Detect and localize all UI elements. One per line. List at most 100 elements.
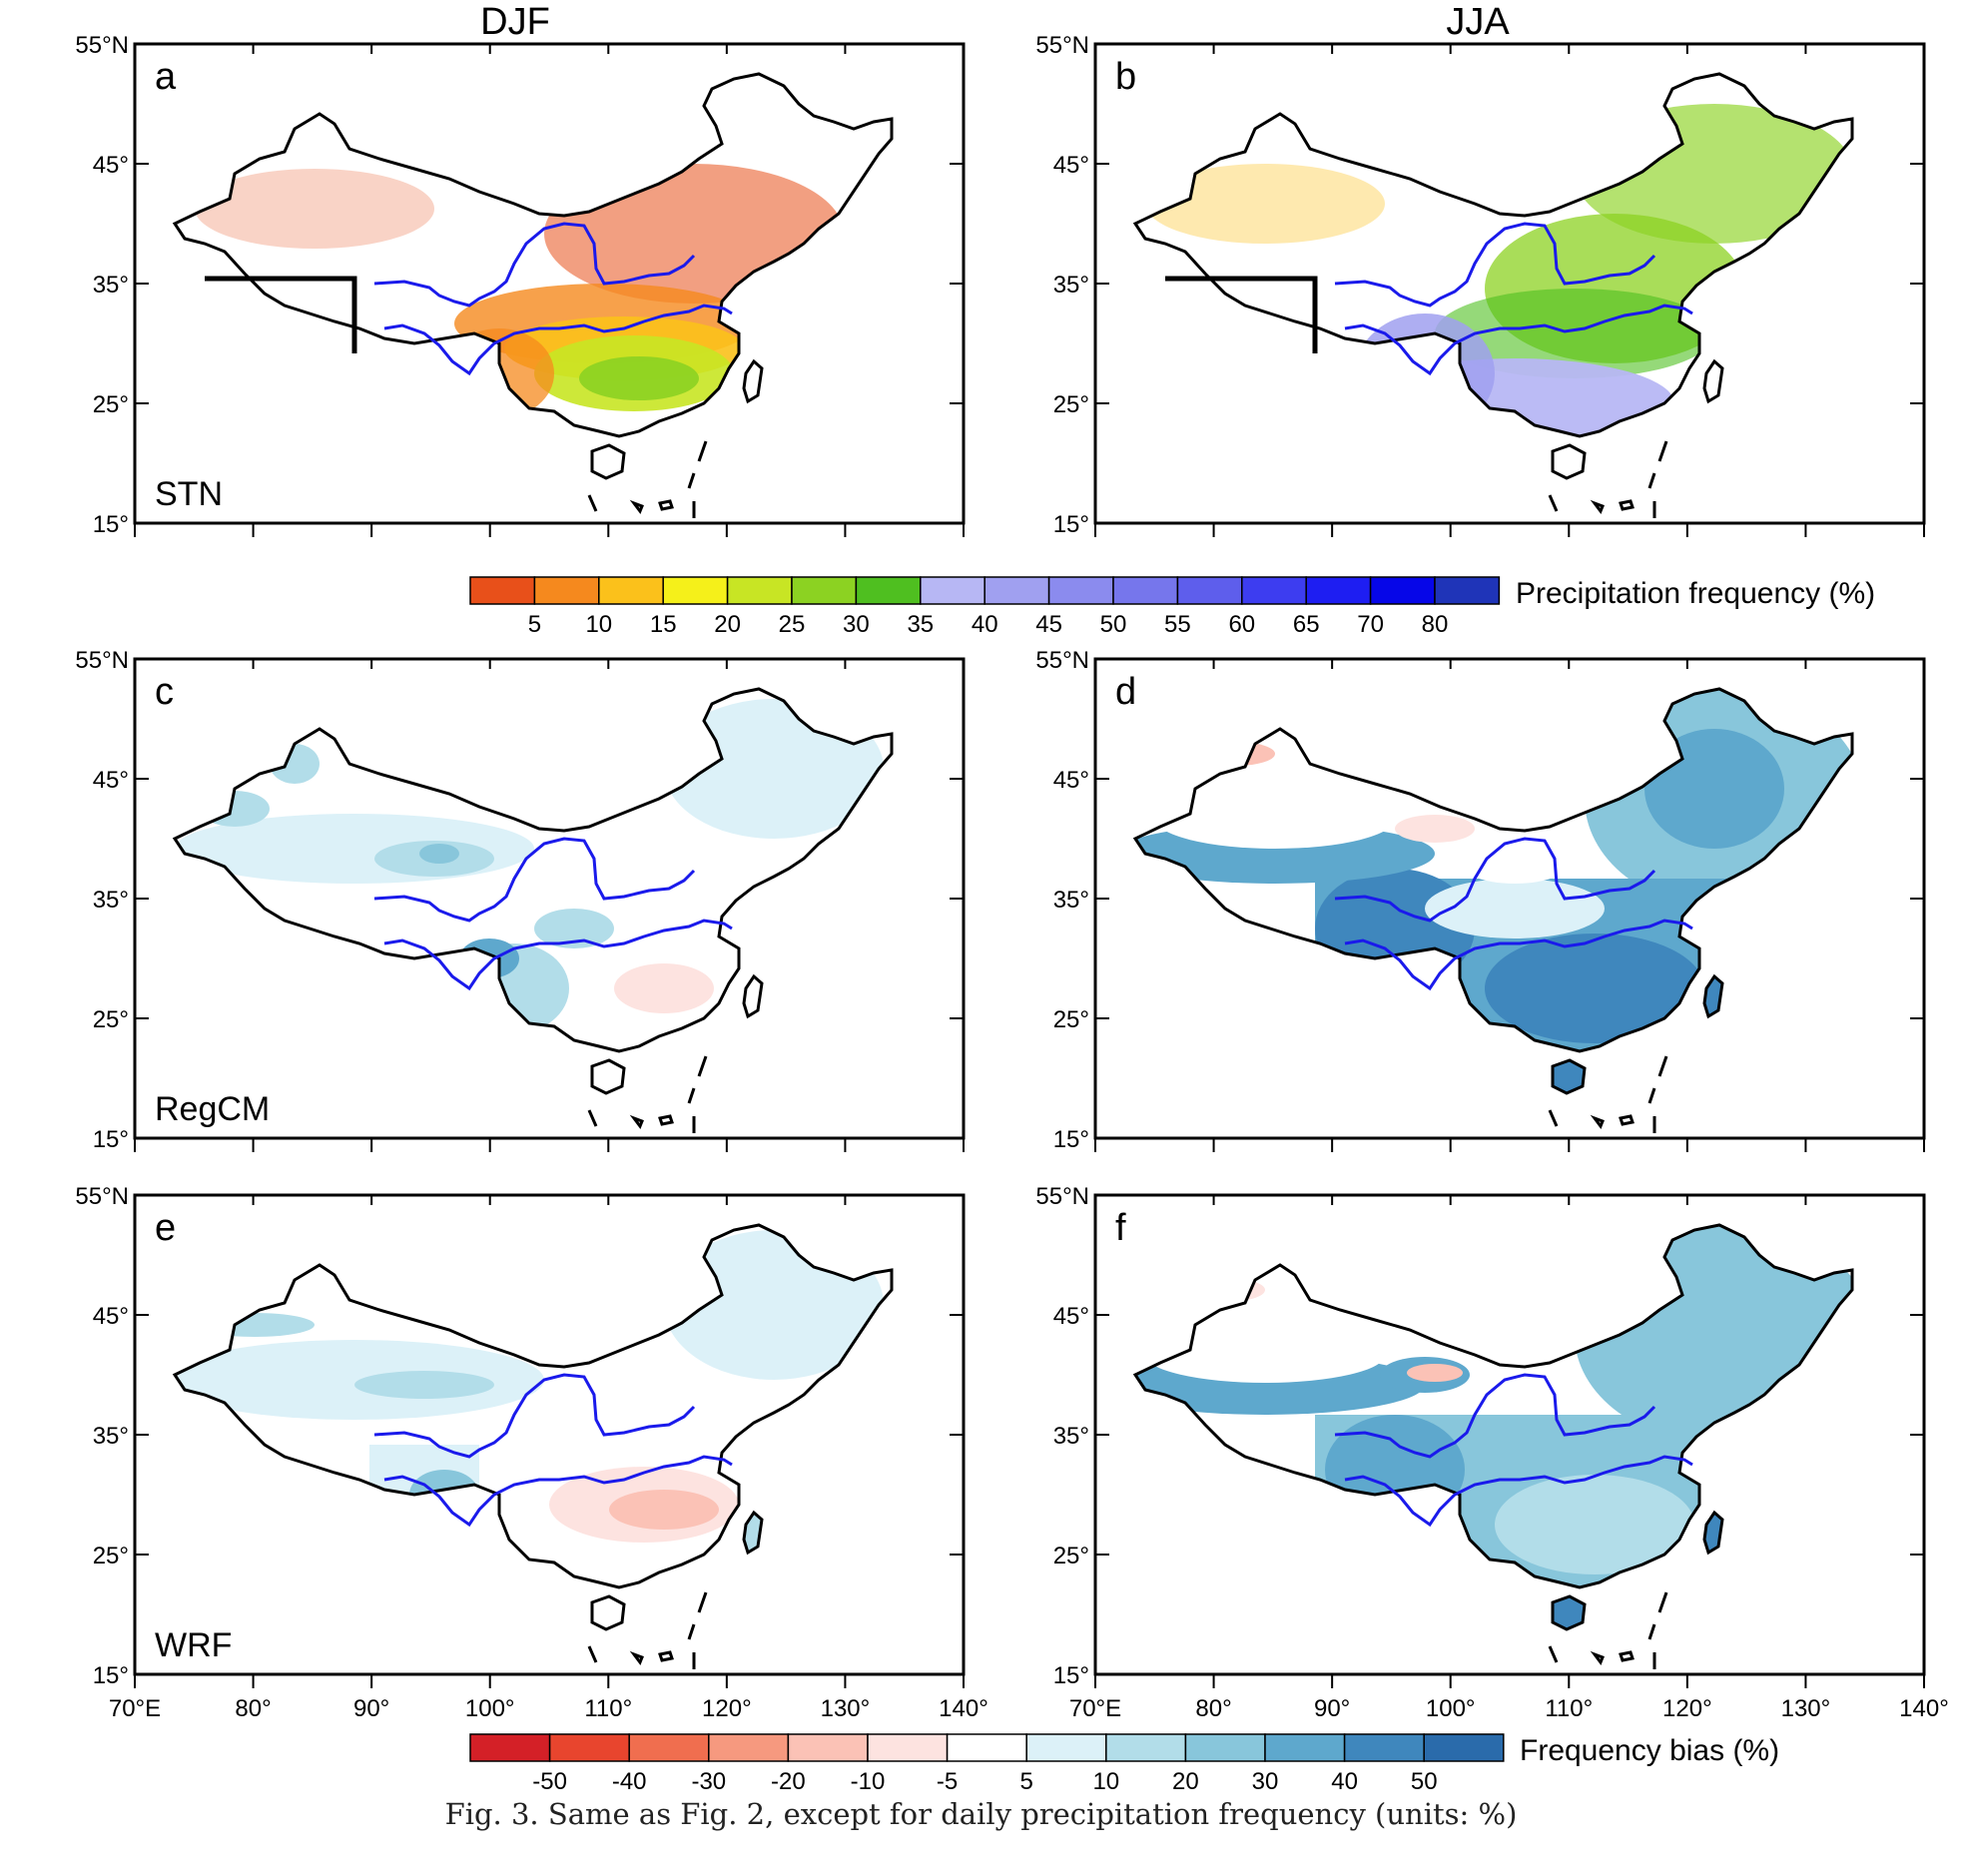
lat-tick-label: 25° — [93, 1543, 129, 1569]
lon-tick-label: 90° — [1314, 1695, 1350, 1722]
colorbar-frequency-box — [726, 576, 793, 605]
colorbar-frequency-label: 45 — [1035, 611, 1062, 638]
lat-tick-label: 55°N — [75, 32, 129, 59]
panel-letter-f: f — [1115, 1207, 1126, 1249]
lat-tick-label: 35° — [93, 1423, 129, 1450]
lon-tick-label: 100° — [1426, 1695, 1476, 1722]
colorbar-frequency-label: 55 — [1164, 611, 1191, 638]
colorbar-frequency-label: 60 — [1228, 611, 1255, 638]
colorbar-frequency-label: 65 — [1293, 611, 1320, 638]
lat-tick-label: 35° — [1053, 272, 1089, 299]
colorbar-bias-label: 30 — [1252, 1768, 1279, 1795]
lon-tick-label: 70°E — [109, 1695, 161, 1722]
colorbar-frequency-label: 35 — [907, 611, 934, 638]
colorbar-bias-box — [1105, 1733, 1187, 1762]
colorbar-frequency-box — [791, 576, 858, 605]
colorbar-bias-box — [1184, 1733, 1266, 1762]
colorbar-frequency-label: 10 — [585, 611, 612, 638]
colorbar-frequency-label: 50 — [1100, 611, 1127, 638]
colorbar-bias-label: -50 — [532, 1768, 567, 1795]
colorbar-frequency-label: 20 — [714, 611, 741, 638]
lat-tick-label: 55°N — [75, 647, 129, 674]
lon-tick-label: 120° — [1662, 1695, 1712, 1722]
colorbar-frequency-box — [469, 576, 536, 605]
lat-tick-label: 25° — [1053, 1006, 1089, 1033]
colorbar-frequency-label: 40 — [972, 611, 998, 638]
colorbar-frequency-box — [1176, 576, 1243, 605]
lat-tick-label: 15° — [1053, 511, 1089, 538]
lat-tick-label: 45° — [1053, 1303, 1089, 1330]
model-label-wrf: WRF — [155, 1626, 232, 1664]
lat-tick-label: 55°N — [75, 1183, 129, 1210]
colorbar-frequency-labels: 5 10 15 20 25 30 35 40 45 50 55 60 65 70 80 — [528, 611, 1449, 638]
lon-tick-label: 120° — [702, 1695, 752, 1722]
model-label-stn: STN — [155, 475, 223, 513]
lat-tick-label: 15° — [93, 1126, 129, 1153]
colorbar-frequency-box — [1241, 576, 1307, 605]
colorbar-frequency-box — [983, 576, 1050, 605]
lon-tick-label: 100° — [465, 1695, 515, 1722]
colorbar-bias-box — [867, 1733, 949, 1762]
colorbar-bias-box — [628, 1733, 710, 1762]
colorbar-frequency: 5 10 15 20 25 30 35 40 45 50 55 60 65 70 80 Precipitat… — [469, 576, 1875, 638]
map-panel-a: a STN — [133, 42, 966, 525]
lat-tick-label: 55°N — [1035, 32, 1089, 59]
colorbar-frequency-label: 70 — [1357, 611, 1384, 638]
colorbar-frequency-box — [1305, 576, 1372, 605]
lat-tick-label: 25° — [1053, 391, 1089, 418]
lat-tick-label: 35° — [1053, 887, 1089, 914]
panel-letter-c: c — [155, 671, 174, 713]
lat-tick-label: 15° — [1053, 1662, 1089, 1689]
lon-tick-label: 130° — [1781, 1695, 1831, 1722]
colorbar-frequency-box — [598, 576, 664, 605]
lat-tick-label: 35° — [93, 272, 129, 299]
colorbar-frequency-boxes — [469, 576, 1501, 605]
lat-tick-label: 45° — [1053, 767, 1089, 794]
colorbar-frequency-box — [920, 576, 985, 605]
colorbar-bias-label: 50 — [1411, 1768, 1438, 1795]
colorbar-frequency-title: Precipitation frequency (%) — [1516, 577, 1875, 610]
colorbar-bias-box — [1025, 1733, 1107, 1762]
colorbar-bias: -50 -40 -30 -20 -10 -5 5 10 20 30 40 50 Frequency b… — [469, 1733, 1779, 1795]
colorbar-bias-box — [787, 1733, 869, 1762]
lon-tick-label: 80° — [1195, 1695, 1231, 1722]
lon-tick-label: 90° — [353, 1695, 389, 1722]
colorbar-bias-title: Frequency bias (%) — [1520, 1734, 1779, 1767]
colorbar-bias-box — [469, 1733, 551, 1762]
panel-letter-a: a — [155, 56, 177, 98]
colorbar-bias-labels: -50 -40 -30 -20 -10 -5 5 10 20 30 40 50 — [532, 1768, 1437, 1795]
column-title-jja: JJA — [1446, 1, 1510, 43]
axis-ticks: 15° 25° 35° 45° 55°N 15° 25° 35° 45° 55°N 15° 25° 35… — [75, 32, 1948, 1722]
colorbar-frequency-label: 25 — [779, 611, 806, 638]
colorbar-frequency-box — [662, 576, 729, 605]
colorbar-bias-box — [548, 1733, 630, 1762]
map-panel-f: f — [1093, 1193, 1926, 1676]
colorbar-frequency-label: 80 — [1422, 611, 1449, 638]
lat-tick-label: 25° — [93, 391, 129, 418]
map-panel-d: d — [1093, 657, 1926, 1140]
lon-tick-label: 140° — [1899, 1695, 1949, 1722]
colorbar-bias-label: 5 — [1020, 1768, 1033, 1795]
colorbar-frequency-label: 30 — [843, 611, 870, 638]
lat-tick-label: 35° — [1053, 1423, 1089, 1450]
panel-letter-b: b — [1115, 56, 1136, 98]
lat-tick-label: 15° — [93, 1662, 129, 1689]
map-panel-b: b — [1093, 42, 1926, 525]
lat-tick-label: 55°N — [1035, 1183, 1089, 1210]
colorbar-bias-box — [708, 1733, 790, 1762]
colorbar-bias-label: -40 — [612, 1768, 647, 1795]
lat-tick-label: 15° — [93, 511, 129, 538]
figure-caption: Fig. 3. Same as Fig. 2, except for daily… — [444, 1797, 1518, 1831]
panel-letter-e: e — [155, 1207, 176, 1249]
colorbar-frequency-box — [1112, 576, 1179, 605]
colorbar-bias-label: -10 — [851, 1768, 886, 1795]
lon-tick-label: 140° — [939, 1695, 988, 1722]
lat-tick-label: 25° — [1053, 1543, 1089, 1569]
colorbar-bias-label: -20 — [771, 1768, 806, 1795]
colorbar-frequency-box — [855, 576, 922, 605]
colorbar-frequency-box — [1047, 576, 1114, 605]
lat-tick-label: 35° — [93, 887, 129, 914]
lat-tick-label: 45° — [93, 152, 129, 179]
colorbar-bias-box — [946, 1733, 1027, 1762]
